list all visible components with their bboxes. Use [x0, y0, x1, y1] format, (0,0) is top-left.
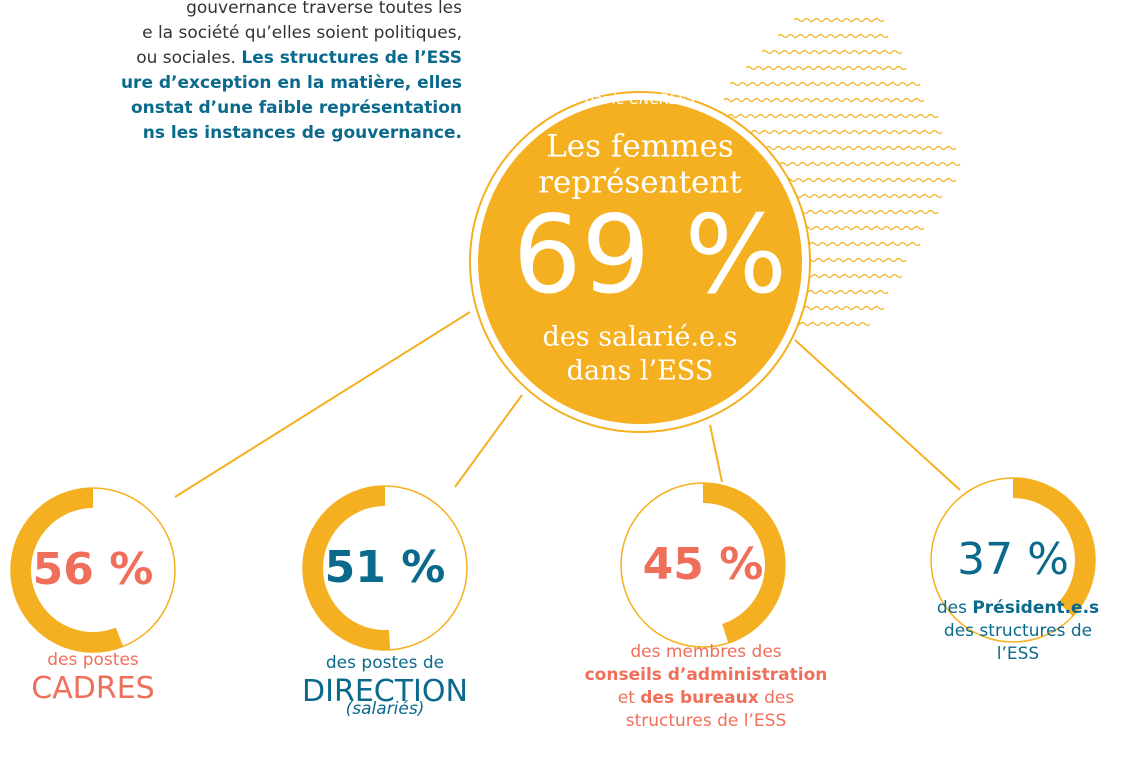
text-segment: des	[937, 598, 973, 618]
wave	[762, 51, 902, 54]
wave	[718, 115, 938, 118]
text-line: conseils d’administration	[585, 665, 828, 685]
text-segment: l’ESS	[997, 644, 1039, 664]
text-segment: Président.e.s	[972, 598, 1099, 618]
infographic: gouvernance traverse toutes les e la soci…	[0, 0, 1126, 769]
text-line: ure d’exception en la matière, elles	[121, 73, 462, 93]
headline-tail: dans l’ESS	[567, 356, 714, 387]
text-line: e la société qu’elles soient politiques,	[142, 23, 462, 43]
wave	[746, 67, 906, 70]
wave	[794, 19, 884, 22]
text-segment: et	[618, 688, 641, 708]
text-segment: onstat d’une faible représentation	[131, 98, 462, 118]
text-line: des structures de	[944, 621, 1092, 641]
stat-value: 45 %	[643, 539, 764, 590]
text-segment: des membres des	[630, 642, 781, 662]
text-segment: des postes	[47, 650, 139, 670]
connector	[455, 395, 522, 487]
stat-value: 37 %	[957, 534, 1069, 585]
headline-figure: 69 %	[513, 193, 787, 318]
stat-value: 56 %	[33, 544, 154, 595]
text-line: des postes de	[326, 653, 444, 673]
text-segment: ure d’exception en la matière, elles	[121, 73, 462, 93]
text-segment: e la société qu’elles soient politiques,	[142, 23, 462, 43]
source-note: par le CNCRESS	[584, 92, 696, 108]
headline-tail: des salarié.e.s	[543, 322, 738, 353]
wave	[724, 99, 924, 102]
text-segment: (salariés)	[346, 699, 425, 719]
wave	[730, 83, 920, 86]
text-line: onstat d’une faible représentation	[131, 98, 462, 118]
source-note: Selon	[621, 60, 660, 76]
text-line: ns les instances de gouvernance.	[143, 123, 462, 143]
text-segment: gouvernance traverse toutes les	[186, 0, 462, 18]
text-segment: Les structures de l’ESS	[241, 48, 462, 68]
text-segment: conseils d’administration	[585, 665, 828, 685]
text-line: gouvernance traverse toutes les	[186, 0, 462, 18]
text-segment: des structures de	[944, 621, 1092, 641]
text-segment: des	[759, 688, 795, 708]
page: gouvernance traverse toutes les e la soci…	[0, 0, 1126, 769]
text-segment: ns les instances de gouvernance.	[143, 123, 462, 143]
text-line: des Président.e.s	[937, 598, 1099, 618]
wave	[778, 35, 888, 38]
headline-lead: Les femmes	[546, 129, 734, 165]
text-line: structures de l’ESS	[626, 711, 787, 731]
text-line: CADRES	[31, 671, 154, 706]
connector	[710, 425, 722, 482]
connector	[795, 340, 960, 490]
text-line: et des bureaux des	[618, 688, 795, 708]
text-segment: structures de l’ESS	[626, 711, 787, 731]
text-line: des membres des	[630, 642, 781, 662]
text-line: (salariés)	[346, 699, 425, 719]
source-note: l’enquête réalisée	[577, 76, 703, 92]
connector	[175, 312, 470, 497]
text-segment: des bureaux	[640, 688, 758, 708]
text-line: des postes	[47, 650, 139, 670]
text-segment: CADRES	[31, 671, 154, 706]
text-segment: des postes de	[326, 653, 444, 673]
stat-value: 51 %	[325, 542, 446, 593]
text-segment: ou sociales.	[136, 48, 241, 68]
text-line: l’ESS	[997, 644, 1039, 664]
text-line: ou sociales. Les structures de l’ESS	[136, 48, 462, 68]
